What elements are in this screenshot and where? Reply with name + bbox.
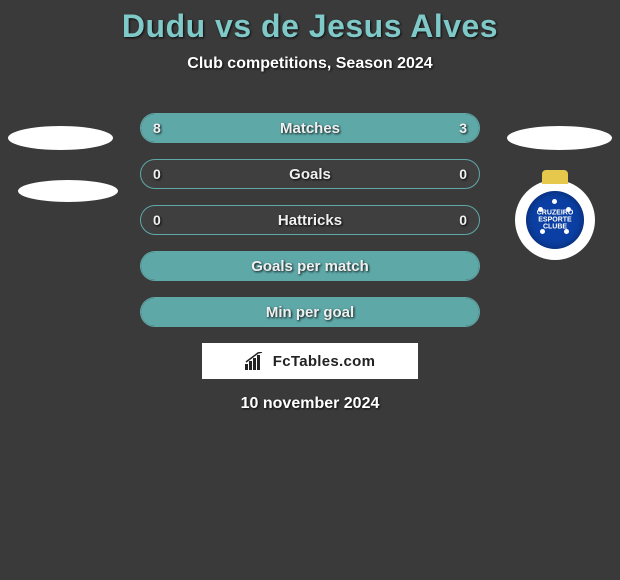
stat-label: Goals (141, 160, 479, 188)
infographic-root: Dudu vs de Jesus Alves Club competitions… (0, 0, 620, 413)
stat-fill-left (141, 114, 384, 142)
stat-row: 0 0Hattricks (140, 205, 480, 235)
branding-text: FcTables.com (273, 353, 376, 370)
crest-text: CRUZEIROESPORTECLUBE (537, 210, 574, 231)
stat-value-right: 0 (459, 160, 467, 188)
stat-row: 0 0Goals (140, 159, 480, 189)
stat-label: Hattricks (141, 206, 479, 234)
club-crest: CRUZEIROESPORTECLUBE (515, 180, 595, 260)
player2-avatar-placeholder (507, 126, 612, 150)
stat-row: 83Matches (140, 113, 480, 143)
stat-value-right: 0 (459, 206, 467, 234)
stat-value-left: 0 (153, 160, 161, 188)
stat-fill (141, 252, 479, 280)
page-title: Dudu vs de Jesus Alves (0, 8, 620, 45)
stat-row: Goals per match (140, 251, 480, 281)
subtitle: Club competitions, Season 2024 (0, 55, 620, 73)
stat-value-right: 3 (459, 114, 467, 142)
date-text: 10 november 2024 (0, 395, 620, 413)
stat-value-left: 8 (153, 114, 161, 142)
branding-badge: FcTables.com (202, 343, 418, 379)
stat-value-left: 0 (153, 206, 161, 234)
player1-avatar-placeholder-2 (18, 180, 118, 202)
crest-crown-icon (542, 170, 568, 184)
stat-fill (141, 298, 479, 326)
bar-chart-icon (245, 352, 267, 370)
stat-row: Min per goal (140, 297, 480, 327)
crest-inner: CRUZEIROESPORTECLUBE (526, 191, 584, 249)
player1-avatar-placeholder-1 (8, 126, 113, 150)
